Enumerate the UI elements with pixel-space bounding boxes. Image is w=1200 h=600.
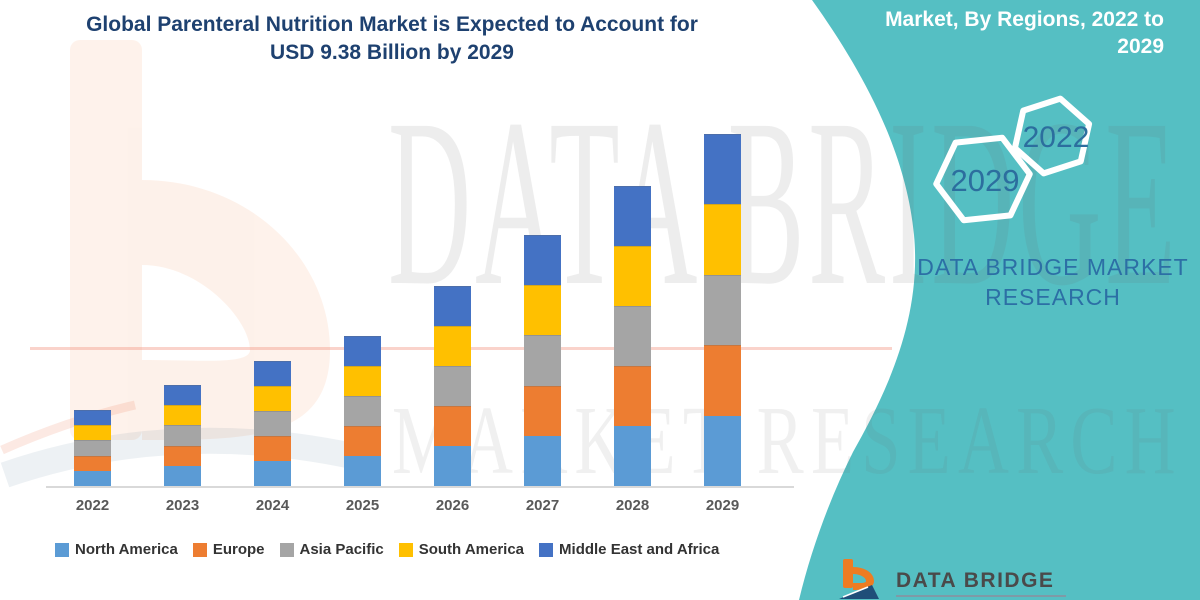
brand-name-line1: DATA BRIDGE MARKET	[917, 254, 1189, 280]
bar-segment-asia-pacific	[434, 365, 471, 406]
bar-2028	[614, 185, 651, 486]
chart-title: Global Parenteral Nutrition Market is Ex…	[42, 11, 742, 67]
bar-2022	[74, 409, 111, 486]
bar-segment-south-america	[704, 204, 741, 275]
bar-2027	[524, 234, 561, 486]
legend-swatch-icon	[55, 542, 69, 557]
x-label-2026: 2026	[435, 497, 470, 514]
legend-item-north-america: North America	[55, 541, 178, 558]
legend-label: Europe	[212, 541, 265, 558]
bar-2026	[434, 285, 471, 486]
bar-2029	[704, 133, 741, 486]
legend-swatch-icon	[539, 542, 554, 557]
x-label-2024: 2024	[255, 497, 290, 514]
bar-segment-north-america	[524, 435, 561, 486]
bar-segment-europe	[704, 345, 741, 416]
panel-heading-line2: 2029	[1117, 35, 1164, 58]
bar-segment-asia-pacific	[344, 395, 381, 426]
bar-segment-europe	[434, 405, 471, 446]
bar-segment-asia-pacific	[614, 305, 651, 366]
bar-segment-north-america	[344, 455, 381, 486]
x-label-2028: 2028	[615, 497, 650, 514]
bar-segment-middle-east-and-africa	[524, 234, 561, 286]
legend-swatch-icon	[398, 542, 413, 557]
footer-logo: DATA BRIDGE MARKET RESEARCH	[838, 558, 1066, 600]
panel-heading-line1: Market, By Regions, 2022 to	[885, 8, 1164, 31]
legend-label: Asia Pacific	[299, 541, 384, 558]
legend-swatch-icon	[192, 542, 207, 557]
bar-segment-asia-pacific	[524, 335, 561, 386]
bar-segment-south-america	[74, 425, 111, 441]
brand-name-line2: RESEARCH	[985, 284, 1121, 310]
bar-segment-asia-pacific	[254, 411, 291, 437]
bar-segment-north-america	[74, 470, 111, 486]
bar-2024	[254, 361, 291, 486]
x-label-2029: 2029	[705, 497, 740, 514]
panel-heading: Market, By Regions, 2022 to 2029	[744, 6, 1164, 60]
bar-segment-asia-pacific	[704, 274, 741, 346]
brand-name: DATA BRIDGE MARKET RESEARCH	[915, 252, 1191, 312]
bar-segment-south-america	[434, 325, 471, 366]
legend-label: North America	[75, 541, 178, 558]
bar-segment-north-america	[434, 445, 471, 486]
chart-legend: North America Europe Asia Pacific South Ame…	[55, 541, 719, 558]
footer-logo-title: DATA BRIDGE	[896, 570, 1066, 597]
bar-segment-europe	[254, 436, 291, 461]
bar-segment-middle-east-and-africa	[434, 285, 471, 326]
legend-item-south-america: South America	[398, 541, 525, 558]
x-label-2023: 2023	[165, 497, 200, 514]
bar-segment-europe	[614, 365, 651, 426]
chart-title-line1: Global Parenteral Nutrition Market is Ex…	[86, 13, 698, 36]
bar-2023	[164, 385, 201, 486]
legend-label: Middle East and Africa	[559, 541, 720, 558]
bar-segment-europe	[524, 385, 561, 436]
bar-segment-middle-east-and-africa	[704, 133, 741, 205]
x-label-2025: 2025	[345, 497, 380, 514]
bar-segment-north-america	[704, 415, 741, 486]
legend-item-asia-pacific: Asia Pacific	[279, 541, 384, 558]
bar-segment-europe	[74, 455, 111, 471]
x-label-2022: 2022	[75, 497, 110, 514]
hexagon-2022-label: 2022	[1023, 121, 1090, 154]
bar-segment-south-america	[524, 285, 561, 336]
bar-segment-south-america	[254, 386, 291, 412]
bar-segment-north-america	[614, 425, 651, 486]
bar-segment-middle-east-and-africa	[74, 409, 111, 426]
hexagon-2022	[1011, 95, 1093, 177]
bar-segment-south-america	[344, 365, 381, 396]
bar-segment-south-america	[164, 405, 201, 426]
legend-item-middle-east-and-africa: Middle East and Africa	[539, 541, 719, 558]
bar-2025	[344, 335, 381, 486]
bar-segment-middle-east-and-africa	[614, 185, 651, 246]
x-label-2027: 2027	[525, 497, 560, 514]
chart-title-line2: USD 9.38 Billion by 2029	[270, 41, 514, 64]
x-axis-line	[46, 486, 794, 488]
legend-label: South America	[418, 541, 525, 558]
bar-segment-middle-east-and-africa	[344, 335, 381, 366]
bar-segment-north-america	[164, 465, 201, 486]
hexagon-2029-label: 2029	[951, 163, 1020, 198]
bar-segment-europe	[164, 445, 201, 466]
bar-segment-north-america	[254, 461, 291, 486]
legend-item-europe: Europe	[192, 541, 265, 558]
hexagon-2029	[933, 134, 1033, 224]
year-hexagons: 2022 2029	[933, 95, 1093, 224]
bar-segment-asia-pacific	[164, 425, 201, 446]
bar-segment-middle-east-and-africa	[164, 385, 201, 406]
databridge-b-logo-icon	[839, 559, 879, 599]
legend-swatch-icon	[279, 542, 294, 557]
bar-segment-middle-east-and-africa	[254, 361, 291, 387]
bar-segment-asia-pacific	[74, 440, 111, 456]
bar-segment-europe	[344, 425, 381, 456]
bar-segment-south-america	[614, 245, 651, 306]
